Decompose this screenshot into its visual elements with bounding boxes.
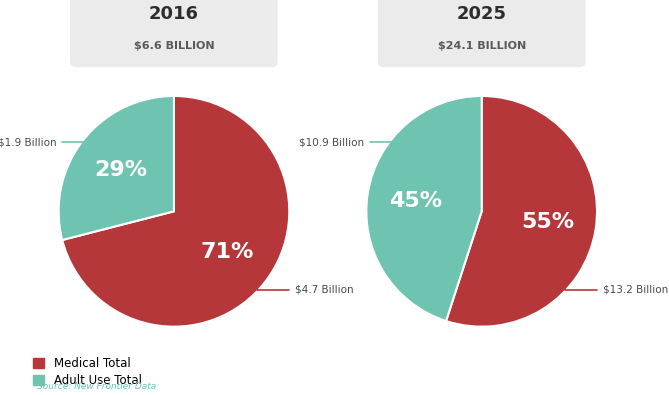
- Legend: Medical Total, Adult Use Total: Medical Total, Adult Use Total: [33, 357, 142, 387]
- Wedge shape: [446, 96, 597, 327]
- Text: $1.9 Billion: $1.9 Billion: [0, 137, 126, 153]
- Text: $24.1 BILLION: $24.1 BILLION: [438, 41, 526, 51]
- Text: 2025: 2025: [457, 5, 506, 23]
- Wedge shape: [62, 96, 289, 327]
- FancyBboxPatch shape: [70, 0, 278, 67]
- Text: $6.6 BILLION: $6.6 BILLION: [134, 41, 214, 51]
- Wedge shape: [59, 96, 174, 240]
- Text: 29%: 29%: [94, 160, 148, 181]
- Text: $13.2 Billion: $13.2 Billion: [555, 272, 668, 295]
- Wedge shape: [367, 96, 482, 321]
- Text: 55%: 55%: [521, 212, 574, 232]
- Text: 2016: 2016: [149, 5, 199, 23]
- Text: $4.7 Billion: $4.7 Billion: [247, 272, 354, 295]
- Text: TOTAL U.S. LEGAL CANNABIS MARKET 2016 & 2025: TOTAL U.S. LEGAL CANNABIS MARKET 2016 & …: [77, 21, 500, 36]
- Text: 71%: 71%: [200, 242, 254, 262]
- Text: $10.9 Billion: $10.9 Billion: [299, 137, 434, 153]
- Text: 45%: 45%: [389, 191, 442, 211]
- Text: i: i: [29, 24, 35, 38]
- FancyBboxPatch shape: [378, 0, 585, 67]
- Text: Source: New Frontier Data: Source: New Frontier Data: [37, 382, 156, 391]
